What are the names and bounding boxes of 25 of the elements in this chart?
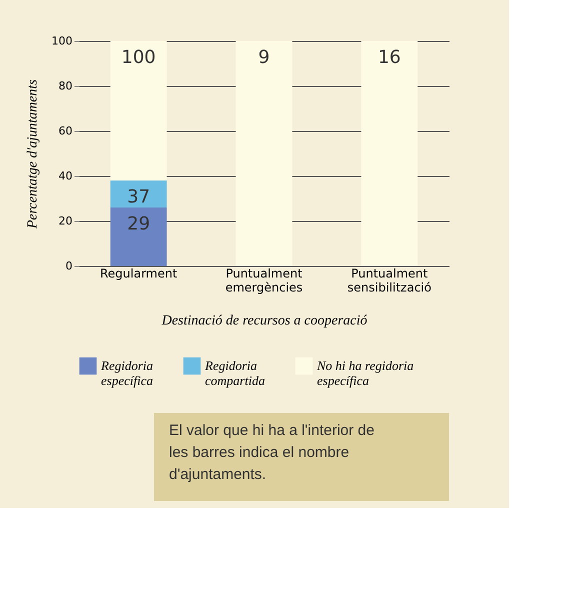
y-tick-label: 20: [58, 214, 72, 228]
bar: [110, 180, 167, 208]
x-tick-label: Puntualment emergències: [225, 266, 303, 294]
annotation: 37: [127, 186, 150, 208]
annotation: 100: [121, 47, 156, 68]
y-tick-label: 0: [66, 260, 72, 272]
bar: [361, 41, 418, 266]
legend-label: No hi ha regidoria específica: [316, 358, 414, 388]
bar: [110, 208, 167, 266]
annotation: 29: [127, 214, 150, 234]
x-tick-label: Regularment: [100, 266, 178, 280]
annotation: 9: [258, 47, 270, 68]
y-axis-title: Percentatge d'ajuntaments: [26, 78, 41, 230]
y-tick-label: 40: [58, 170, 72, 182]
bar: [236, 41, 292, 266]
annotation: 16: [378, 47, 401, 68]
text: El valor que hi ha a l'interior de les barres indica el nombre d'ajuntaments.: [169, 422, 374, 483]
bar: [110, 41, 167, 180]
legend-label: Regidoria compartida: [204, 358, 266, 388]
x-tick-label: Puntualment sensibilització: [347, 266, 432, 294]
x-axis-title: Destinació de recursos a cooperació: [160, 314, 368, 328]
y-tick-label: 80: [58, 80, 72, 92]
legend-label: Regidoria específica: [100, 358, 154, 388]
y-tick-label: 60: [58, 124, 72, 138]
y-tick-label: 100: [52, 34, 72, 48]
